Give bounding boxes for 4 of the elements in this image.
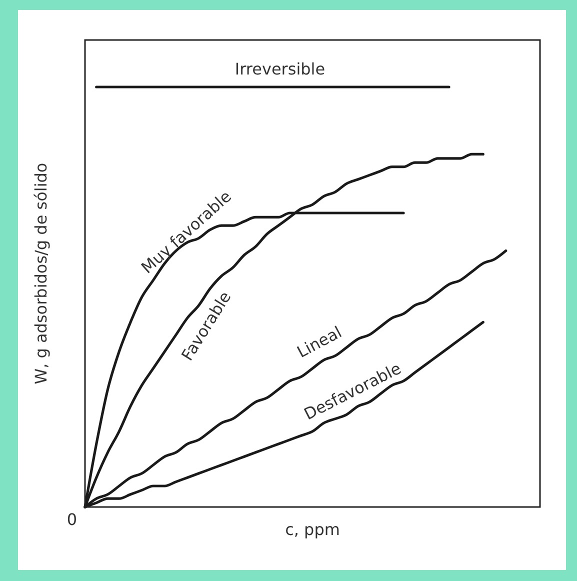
- y-axis-title: W, g adsorbidos/g de sólido: [31, 162, 50, 384]
- text: 0: [66, 510, 78, 529]
- x-axis-title: c, ppm: [285, 520, 340, 539]
- series-label: Irreversible: [234, 59, 326, 78]
